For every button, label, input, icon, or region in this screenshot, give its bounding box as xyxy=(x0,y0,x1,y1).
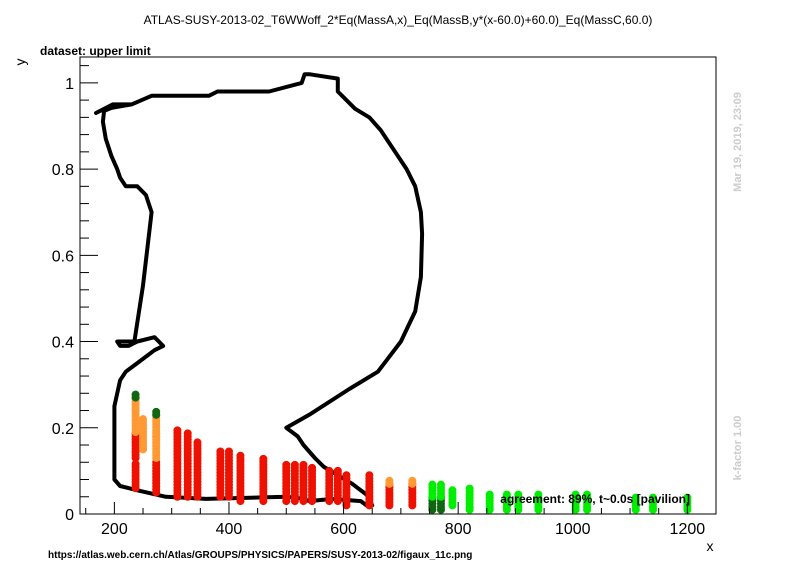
dataset-label: dataset: upper limit xyxy=(40,44,151,58)
data-point xyxy=(485,490,494,499)
y-tick-label: 0.6 xyxy=(52,248,74,265)
x-tick-label: 200 xyxy=(101,521,128,538)
x-tick-label: 1200 xyxy=(670,521,706,538)
data-point xyxy=(173,426,182,435)
y-tick-label: 0.4 xyxy=(52,335,74,352)
plot-frame xyxy=(79,56,717,515)
data-point xyxy=(436,480,445,489)
data-point xyxy=(193,438,202,447)
contour-layer xyxy=(94,72,425,508)
data-point xyxy=(683,493,692,502)
data-point xyxy=(385,476,394,485)
data-point xyxy=(342,471,351,480)
kfactor-label: k-factor 1.00 xyxy=(732,416,744,481)
exclusion-contour xyxy=(94,72,425,508)
x-tick-label: 1000 xyxy=(555,521,591,538)
chart-title: ATLAS-SUSY-2013-02_T6WWoff_2*Eq(MassA,x)… xyxy=(144,13,653,27)
data-point xyxy=(224,447,233,456)
data-point xyxy=(216,447,225,456)
data-point xyxy=(282,460,291,469)
data-point xyxy=(308,463,317,472)
x-tick-label: 400 xyxy=(216,521,243,538)
data-point xyxy=(299,460,308,469)
data-point xyxy=(448,486,457,495)
data-point xyxy=(631,493,640,502)
agreement-label: agreement: 89%, t~0.0s [pavilion] xyxy=(500,492,690,506)
data-point xyxy=(428,480,437,489)
data-point xyxy=(183,429,192,438)
data-point xyxy=(365,471,374,480)
data-point xyxy=(465,484,474,493)
data-point xyxy=(583,490,592,499)
x-tick-label: 600 xyxy=(330,521,357,538)
axes-layer: 200 400 600 800 1000 1200 0 0.2 0.4 0.6 0.8 1 xyxy=(52,65,717,538)
data-point xyxy=(290,460,299,469)
source-url: https://atlas.web.cern.ch/Atlas/GROUPS/P… xyxy=(48,550,472,561)
data-point xyxy=(259,454,268,463)
data-point xyxy=(571,490,580,499)
y-tick-label: 0.8 xyxy=(52,162,74,179)
data-point xyxy=(139,415,148,424)
x-axis-label: x xyxy=(707,538,714,554)
data-point xyxy=(325,466,334,475)
data-point xyxy=(152,407,161,416)
data-point xyxy=(333,466,342,475)
y-axis-label: y xyxy=(12,59,28,66)
data-point xyxy=(502,490,511,499)
y-tick-label: 0.2 xyxy=(52,421,74,438)
data-point xyxy=(131,459,140,468)
data-point xyxy=(408,476,417,485)
data-point xyxy=(131,390,140,399)
data-point xyxy=(648,493,657,502)
data-point xyxy=(514,490,523,499)
data-point xyxy=(236,451,245,460)
timestamp-label: Mar 19, 2019, 23:09 xyxy=(732,92,744,192)
points-layer xyxy=(131,390,692,514)
data-point xyxy=(534,490,543,499)
x-tick-label: 800 xyxy=(445,521,472,538)
y-tick-label: 1 xyxy=(65,76,74,93)
y-tick-label: 0 xyxy=(65,507,74,524)
